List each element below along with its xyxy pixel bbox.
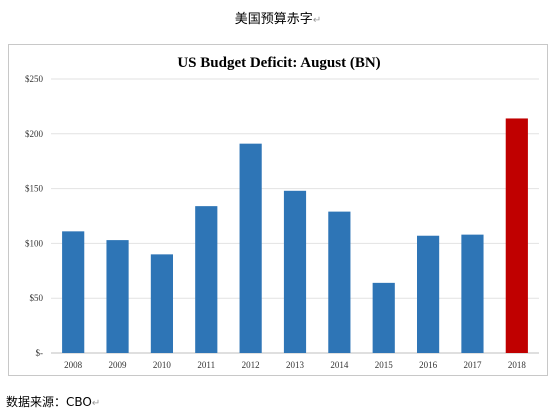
y-tick-label: $250 — [25, 74, 44, 84]
source-note: 数据来源：CBO↵ — [6, 395, 101, 409]
bar — [239, 143, 262, 353]
x-tick-label: 2012 — [242, 360, 260, 370]
bar — [150, 254, 173, 353]
bar — [417, 235, 440, 353]
bar — [328, 211, 351, 353]
chart-frame: US Budget Deficit: August (BN) $- $50 $100… — [8, 44, 548, 376]
y-tick-label: $100 — [25, 238, 44, 248]
chart-title: US Budget Deficit: August (BN) — [177, 55, 380, 71]
paragraph-mark-icon: ↵ — [91, 398, 101, 409]
bar — [505, 118, 528, 354]
x-tick-label: 2017 — [463, 360, 482, 370]
y-tick-label: $150 — [25, 184, 44, 194]
bar — [461, 234, 484, 353]
x-tick-label: 2015 — [375, 360, 394, 370]
paragraph-mark-icon: ↵ — [312, 15, 322, 26]
y-tick-label: $- — [36, 348, 44, 358]
bar-chart: US Budget Deficit: August (BN) $- $50 $100… — [25, 55, 539, 370]
bar — [62, 231, 85, 353]
x-tick-label: 2009 — [109, 360, 128, 370]
x-tick-label: 2011 — [197, 360, 215, 370]
y-tick-label: $50 — [30, 293, 44, 303]
y-tick-label: $200 — [25, 129, 44, 139]
x-tick-label: 2010 — [153, 360, 172, 370]
x-tick-label: 2014 — [330, 360, 349, 370]
bar — [106, 240, 129, 353]
bar — [372, 282, 395, 353]
x-tick-label: 2018 — [508, 360, 527, 370]
page-title: 美国预算赤字↵ — [234, 12, 322, 27]
x-tick-label: 2016 — [419, 360, 438, 370]
x-tick-label: 2013 — [286, 360, 305, 370]
bar — [195, 206, 218, 353]
bar — [283, 190, 307, 353]
x-tick-label: 2008 — [64, 360, 83, 370]
